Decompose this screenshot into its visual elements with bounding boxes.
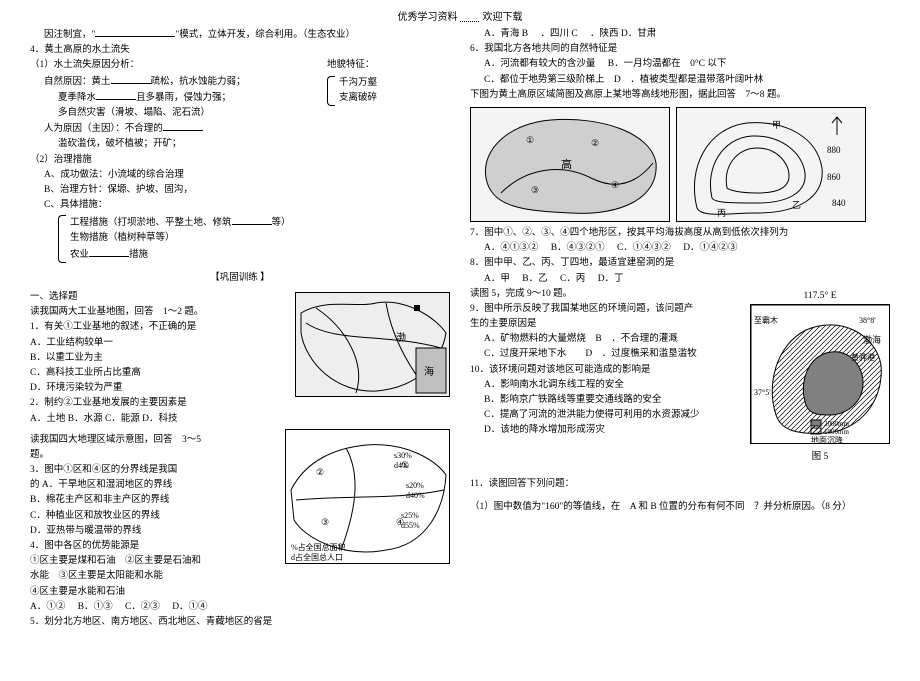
svg-text:④: ④ [611,180,619,190]
loess-map-image: ① ② ③ ④ 高 [470,107,670,222]
svg-text:s20%: s20% [406,481,424,490]
q11: 11．读图回答下列问题： [470,477,890,492]
m-agr2: 措施 [129,250,148,260]
fig5-wrapper: 117.5° E 38°8' 37°5' 渤海 黄骅港 至霸木 2000mm 1… [750,289,890,466]
q7c: C．①④③② [617,243,671,253]
m-a: A、成功做法：小流域的综合治理 [30,168,450,183]
q8d: D．丁 [598,274,624,284]
q11-1: （1）图中数值为"160"的等值线，在 A 和 B 位置的分布有何不同 ？并分析… [470,500,890,515]
svg-text:甲: 甲 [772,120,781,130]
nat-b2: 且多暴雨，侵蚀力强； [136,93,231,103]
svg-text:丙: 丙 [717,208,726,218]
svg-text:s30%: s30% [394,451,412,460]
q4-opt-c: C．②③ [125,602,160,612]
feat-a: 千沟万壑 [339,76,377,91]
q7b: B．④③②① [551,243,605,253]
q8c: C．丙 [560,274,585,284]
svg-text:黄骅港: 黄骅港 [851,352,875,362]
q7d: D．①④②③ [683,243,737,253]
q4-opt-b: B．①③ [78,602,113,612]
q4xb: 水能 ③区主要是太阳能和水能 [30,569,450,584]
svg-text:s25%: s25% [401,511,419,520]
page-header: 优秀学习资料 欢迎下载 [0,0,920,27]
q4-2: （2）治理措施 [30,153,450,168]
q4xc: ④区主要是水能和石油 [30,585,450,600]
q2a: A．土地 B．水源 C．能源 D．科技 [30,412,450,427]
q6c: C．都位于地势第三级阶梯上 D ．植被类型都是温带落叶阔叶林 [470,73,890,88]
feat-b: 支离破碎 [339,91,377,106]
hum-label: 人为原因（主因）：不合理的 [44,124,163,134]
q6: 6．我国北方各地共同的自然特征是 [470,42,890,57]
svg-text:d55%: d55% [401,521,420,530]
svg-text:③: ③ [321,517,329,527]
svg-text:880: 880 [827,145,841,155]
q5: 5．划分北方地区、南方地区、西北地区、青藏地区的省是 [30,615,450,630]
svg-text:至霸木: 至霸木 [754,315,778,325]
q7a: A．④①③② [484,243,538,253]
q6a: A．河流都有较大的含沙量 [484,59,595,69]
lonlat: 117.5° E [750,289,890,304]
svg-text:d4%: d4% [394,461,409,470]
q5-opt-b: ．四川 C [540,29,577,39]
q2: 2．制约②工业基地发展的主要因素是 [30,396,450,411]
svg-text:37°5': 37°5' [754,388,771,397]
q5-opt-c: ．陕西 D．甘肃 [590,29,656,39]
left-column: 因注制宜，" "模式，立体开发，综合利用。（生态农业） 4．黄土高原的水土流失 （… [30,27,450,630]
q4-1: （1）水土流失原因分析： [30,58,317,73]
nat-label: 自然原因：黄土 [44,77,111,87]
q6b: B．一月均温都在 0°C 以下 [608,59,727,69]
svg-text:海: 海 [424,365,434,378]
svg-text:乙: 乙 [792,200,801,210]
svg-text:d40%: d40% [406,491,425,500]
m-c: C、具体措施： [30,198,450,213]
text: "模式，立体开发，综合利用。（生态农业） [175,30,355,40]
fig5-label: 图 5 [750,450,890,465]
m-eng: 工程措施（打坝淤地、平整土地、修筑 [70,218,232,228]
nat-b: 夏季降水 [58,93,96,103]
svg-text:1000mm: 1000mm [824,428,849,436]
svg-text:860: 860 [827,172,841,182]
header-left: 优秀学习资料 [398,12,458,23]
svg-text:38°8': 38°8' [859,316,876,325]
q5-opt-a: A．青海 B [484,29,528,39]
hum-a: 滥砍滥伐，破坏植被；开矿； [30,137,317,152]
q4-title: 4．黄土高原的水土流失 [30,43,450,58]
svg-text:840: 840 [832,198,846,208]
text: 因注制宜，" [44,30,95,40]
q7: 7．图中①、②、③、④四个地形区，按其平均海拔高度从高到低依次排列为 [470,226,890,241]
fig-intro: 下图为黄土高原区域简图及高原上某地等高线地形图，据此回答 7～8 题。 [470,88,890,103]
m-eng2: 等） [272,218,291,228]
svg-text:①: ① [526,135,534,145]
q8: 8．图中甲、乙、丙、丁四地，最适宜建窑洞的是 [470,256,890,271]
svg-text:③: ③ [531,185,539,195]
svg-text:2000mm: 2000mm [824,420,849,428]
svg-text:高: 高 [561,157,572,171]
svg-text:②: ② [591,138,599,148]
svg-text:②: ② [316,467,324,477]
svg-text:渤: 渤 [396,331,406,344]
svg-text:d占全国总人口: d占全国总人口 [291,552,343,562]
m-agr: 农业 [70,250,89,260]
m-b: B、治理方针：保塬、护坡、固沟， [30,183,450,198]
q8a: A．甲 [484,274,510,284]
contour-map-image: 880 860 840 甲 乙 丙 [676,107,866,222]
nat-c: 多自然灾害（滑坡、塌陷、泥石流） [30,106,317,121]
nat-a: 疏松，抗水蚀能力弱； [151,77,246,87]
m-bio: 生物措施（植树种草等） [70,231,291,246]
map2-image: ② ① ③ ④ s30% d4% s20% d40% s25% d55% %占全… [285,429,450,564]
svg-text:地面沉降: 地面沉降 [811,435,843,444]
q4-opt-a: A．①② [30,602,65,612]
header-right: 欢迎下载 [483,12,523,23]
q4-opt-d: D．①④ [172,602,207,612]
q8b: B．乙 [522,274,547,284]
map1-image: 海 渤 [295,292,450,397]
svg-text:渤海: 渤海 [863,334,881,345]
train-title: 【巩固训练 】 [30,271,450,286]
feat-label: 地貌特征： [327,58,450,73]
right-column: A．青海 B ．四川 C ．陕西 D．甘肃 6．我国北方各地共同的自然特征是 A… [470,27,890,630]
svg-text:%占全国总面积: %占全国总面积 [291,542,346,552]
